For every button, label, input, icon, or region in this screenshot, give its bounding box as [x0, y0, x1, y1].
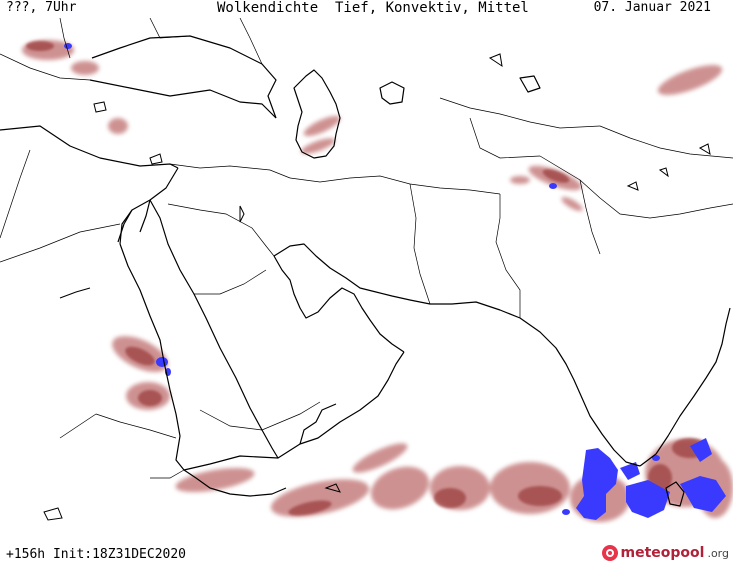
- logo-tld: .org: [707, 546, 729, 560]
- cloud-dense-layer: [26, 41, 708, 516]
- country-borders: [0, 18, 733, 479]
- date-label: 07. Januar 2021: [593, 0, 711, 15]
- map-title: Wolkendichte Tief, Konvektiv, Mittel: [217, 0, 529, 16]
- weather-map: [0, 18, 733, 525]
- cloud-layer: [22, 40, 733, 522]
- header-left-label: ???, 7Uhr: [6, 0, 77, 15]
- model-run-label: +156h Init:18Z31DEC2020: [6, 547, 187, 562]
- islands: [43, 53, 711, 521]
- meteopool-logo-icon: [601, 545, 618, 561]
- meteopool-logo[interactable]: meteopool .org: [601, 545, 729, 561]
- coastlines: [0, 35, 731, 507]
- logo-name: meteopool: [620, 545, 705, 561]
- convective-layer: [64, 43, 726, 520]
